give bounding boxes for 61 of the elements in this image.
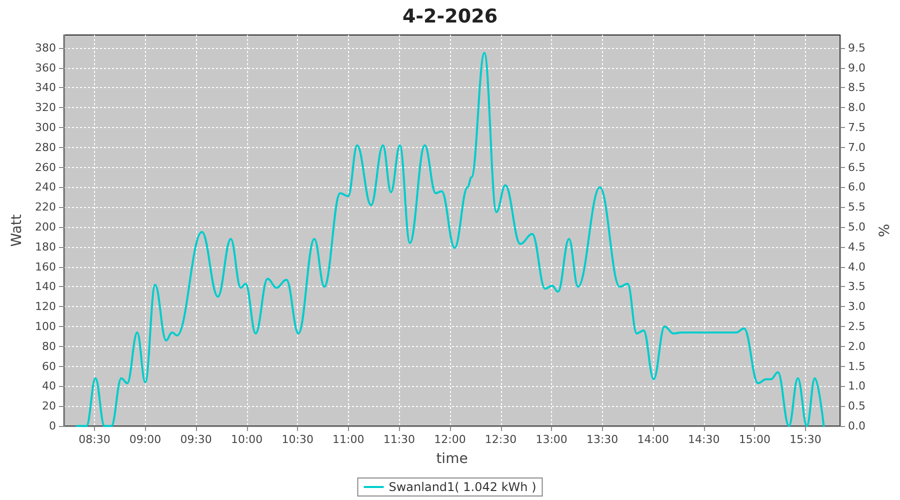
x-tick-label: 09:30 <box>180 433 212 446</box>
y-tick-label: 140 <box>35 280 56 294</box>
y-axis-title: Watt <box>9 214 26 247</box>
y2-tick-label: 9.0 <box>848 61 866 74</box>
y2-tick-label: 6.0 <box>848 180 866 194</box>
x-tick-label: 12:30 <box>484 433 517 446</box>
y2-tick-label: 0.5 <box>848 400 866 413</box>
y2-tick-label: 4.0 <box>848 260 866 274</box>
x-tick-label: 15:00 <box>738 433 771 446</box>
y2-tick-label: 7.0 <box>848 140 866 154</box>
y2-tick-label: 7.5 <box>848 121 866 134</box>
y2-tick-label: 3.0 <box>848 300 866 314</box>
y2-tick-label: 5.5 <box>848 200 866 214</box>
y-tick-label: 80 <box>42 340 56 353</box>
y2-tick-label: 9.5 <box>848 41 866 54</box>
y2-tick-label: 4.5 <box>848 240 866 254</box>
x-tick-label: 12:00 <box>434 433 466 446</box>
line-series <box>76 52 825 427</box>
y2-tick-label: 0.0 <box>848 420 866 432</box>
x-tick-label: 10:00 <box>230 433 263 446</box>
y2-tick-label: 8.5 <box>848 81 866 94</box>
y-tick-label: 100 <box>35 320 56 334</box>
x-tick-label: 08:30 <box>78 433 110 446</box>
y-tick-label: 240 <box>35 180 56 194</box>
y2-axis-title: % <box>877 224 893 238</box>
legend-label: Swanland1( 1.042 kWh ) <box>388 480 536 494</box>
y-tick-label: 20 <box>42 400 56 413</box>
x-tick-label: 13:00 <box>536 433 568 446</box>
y-tick-label: 40 <box>42 380 56 393</box>
y2-tick-label: 2.0 <box>848 340 866 353</box>
y-tick-label: 360 <box>35 61 56 74</box>
x-axis-title: time <box>436 451 468 467</box>
y-tick-label: 320 <box>35 101 56 114</box>
y2-tick-label: 1.5 <box>848 360 866 373</box>
y-tick-label: 280 <box>35 140 56 154</box>
y-tick-label: 340 <box>35 81 56 94</box>
x-tick-label: 11:00 <box>332 433 364 446</box>
x-tick-label: 14:00 <box>637 433 669 446</box>
x-tick-label: 14:30 <box>688 433 720 446</box>
y2-tick-label: 3.5 <box>848 280 866 294</box>
y2-tick-label: 5.0 <box>848 220 866 234</box>
y2-tick-label: 6.5 <box>848 160 866 174</box>
y-tick-label: 0 <box>49 420 56 432</box>
x-tick-label: 13:30 <box>586 433 618 446</box>
x-tick-label: 09:00 <box>129 433 162 446</box>
y-tick-label: 300 <box>35 121 56 134</box>
y-tick-label: 180 <box>35 240 56 254</box>
x-tick-label: 10:30 <box>282 433 314 446</box>
y-tick-label: 380 <box>35 41 56 54</box>
y2-tick-label: 8.0 <box>848 101 866 114</box>
y2-tick-label: 2.5 <box>848 320 866 334</box>
y-tick-label: 60 <box>42 360 56 373</box>
x-tick-label: 11:30 <box>383 433 416 446</box>
y-tick-label: 200 <box>35 220 56 234</box>
chart-title: 4-2-2026 <box>402 6 498 28</box>
y-tick-label: 160 <box>35 260 56 274</box>
y2-tick-label: 1.0 <box>848 380 866 393</box>
y-tick-label: 220 <box>35 200 56 214</box>
y-tick-label: 120 <box>35 300 56 314</box>
y-tick-label: 260 <box>35 160 56 174</box>
x-tick-label: 15:30 <box>790 433 822 446</box>
